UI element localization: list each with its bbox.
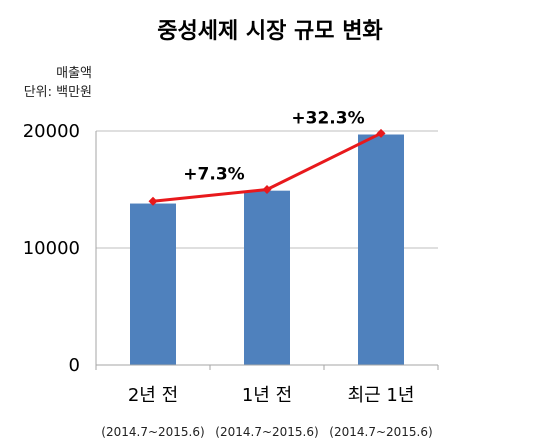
unit-label-line-2: 단위: 백만원 bbox=[24, 85, 92, 100]
growth-annotation: +7.3% bbox=[183, 165, 244, 185]
y-tick-label: 10000 bbox=[23, 238, 80, 259]
bar-1 bbox=[130, 203, 176, 365]
trend-line: +7.3% +32.3% bbox=[148, 108, 386, 206]
bars bbox=[130, 134, 404, 365]
growth-annotation: +32.3% bbox=[291, 108, 364, 128]
unit-label-line-1: 매출액 bbox=[56, 66, 92, 81]
trend-point bbox=[376, 128, 386, 138]
x-tick-label: 2년 전 bbox=[128, 385, 178, 406]
trend-point bbox=[148, 196, 158, 206]
bar-3 bbox=[358, 134, 404, 365]
x-tick-label: 최근 1년 bbox=[348, 385, 415, 406]
x-tick-label: 1년 전 bbox=[242, 385, 292, 406]
y-axis-ticks: 0 10000 20000 bbox=[23, 121, 80, 376]
x-axis-ticks: 2년 전 (2014.7~2015.6) 1년 전 (2014.7~2015.6) 최근… bbox=[101, 385, 432, 439]
x-period-label: (2014.7~2015.6) bbox=[101, 425, 204, 439]
x-period-label: (2014.7~2015.6) bbox=[215, 425, 318, 439]
axes bbox=[95, 131, 439, 370]
y-tick-label: 20000 bbox=[23, 121, 80, 142]
x-period-label: (2014.7~2015.6) bbox=[329, 425, 432, 439]
y-tick-label: 0 bbox=[69, 355, 80, 376]
trend-point bbox=[262, 185, 272, 194]
bar-2 bbox=[244, 190, 290, 365]
chart-title: 중성세제 시장 규모 변화 bbox=[157, 19, 382, 44]
